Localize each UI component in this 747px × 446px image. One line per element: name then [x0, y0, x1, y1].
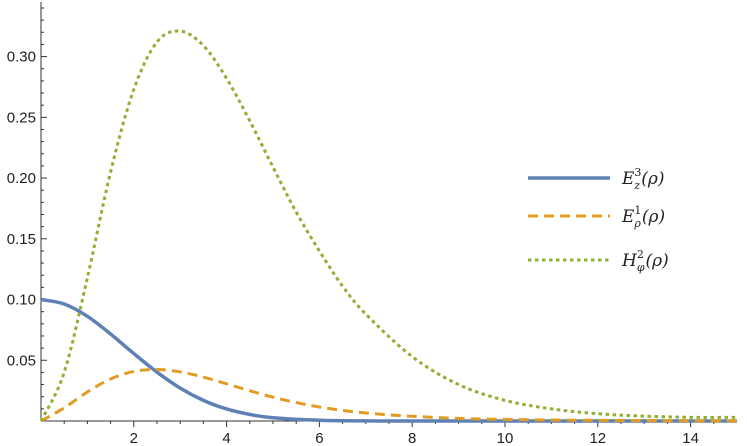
series-line-2: [40, 367, 738, 423]
series-line-3: [39, 29, 738, 422]
x-tick-label: 8: [408, 430, 416, 446]
legend-label-1: E3 z(ρ): [621, 166, 664, 192]
legend-label-3: H2 φ(ρ): [621, 248, 669, 274]
y-tick-label: 0.05: [7, 352, 36, 369]
y-tick-label: 0.25: [7, 109, 36, 126]
x-tick-label: 6: [315, 430, 323, 446]
x-tick-label: 2: [130, 430, 138, 446]
series-line-1: [40, 297, 737, 423]
x-tick-label: 14: [682, 430, 699, 446]
x-tick-label: 10: [497, 430, 514, 446]
y-tick-label: 0.30: [7, 49, 36, 66]
x-tick-label: 4: [222, 430, 230, 446]
y-tick-label: 0.15: [7, 231, 36, 248]
legend-label-2: E1 ρ(ρ): [621, 204, 665, 230]
y-tick-label: 0.20: [7, 170, 36, 187]
legend: E3 z(ρ) E1 ρ(ρ) H2 φ(ρ): [528, 166, 669, 274]
x-tick-label: 12: [589, 430, 606, 446]
series-layer: [39, 29, 738, 423]
y-tick-label: 0.10: [7, 292, 36, 309]
axes: 2 4 6 8 10 12 14 0.05 0.10 0.15 0.20 0.25 0.30: [7, 2, 737, 446]
